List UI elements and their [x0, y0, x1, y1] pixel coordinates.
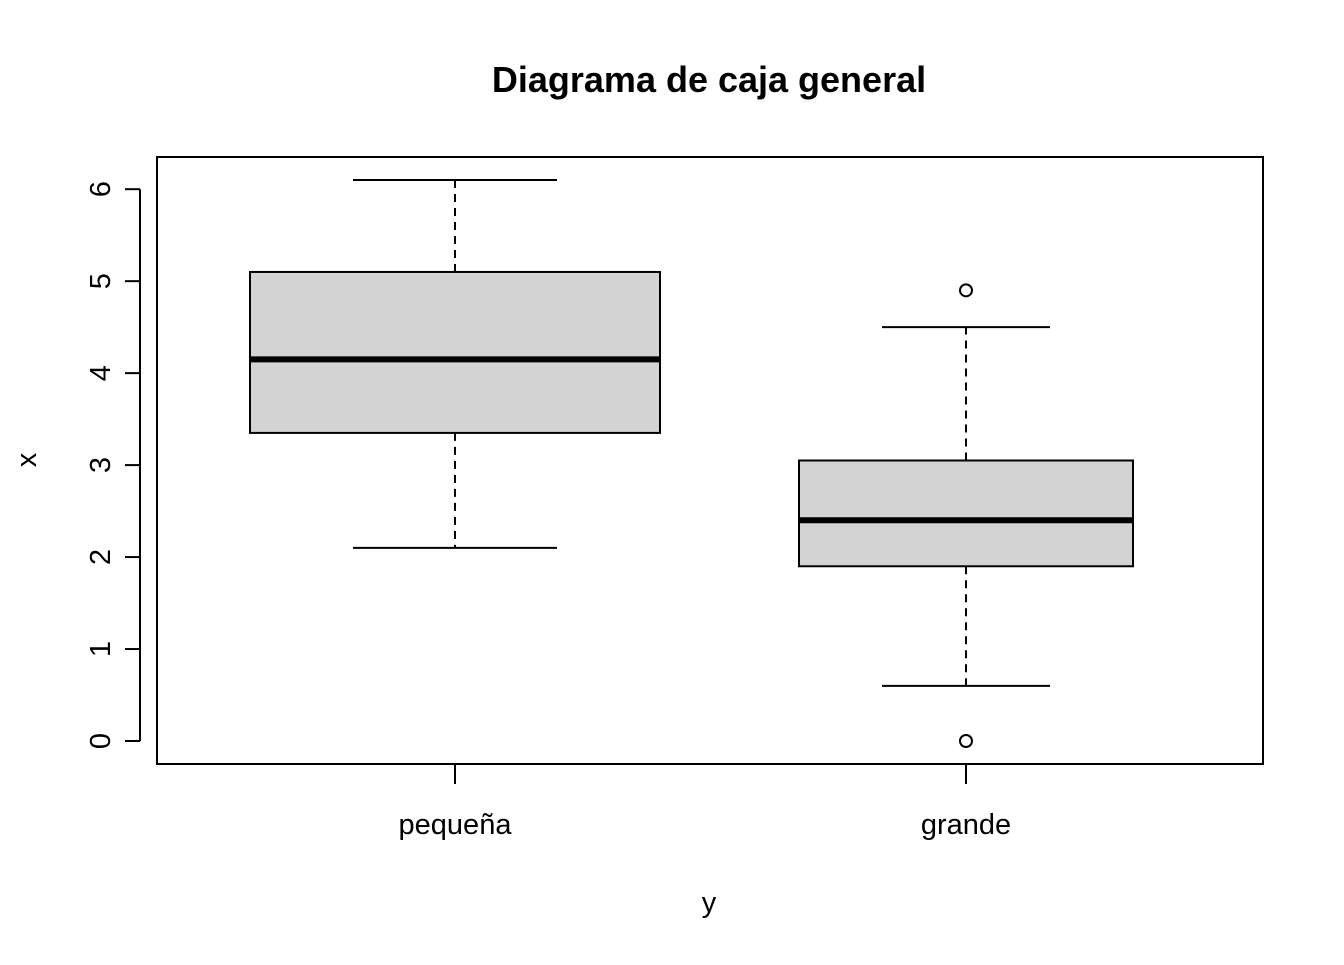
boxes [249, 178, 1134, 749]
y-tick-label: 4 [85, 365, 117, 381]
box-iqr [249, 270, 661, 434]
y-tick-label: 2 [85, 549, 117, 565]
y-tick-label: 6 [85, 181, 117, 197]
outlier-point [959, 734, 973, 749]
outlier-point [959, 283, 973, 298]
plot-frame [156, 156, 1264, 765]
box-pequena [249, 178, 661, 549]
y-tick-label: 5 [85, 273, 117, 289]
x-tick-label: pequeña [399, 809, 513, 841]
x-axis: pequeña grande [399, 764, 1011, 841]
y-tick-label: 3 [85, 457, 117, 473]
box-grande [798, 283, 1134, 749]
x-axis-label: y [702, 887, 717, 919]
y-tick-label: 1 [85, 641, 117, 657]
box-iqr [798, 459, 1134, 568]
chart-title: Diagrama de caja general [492, 59, 926, 100]
y-axis-label: x [11, 452, 43, 467]
x-tick-label: grande [921, 809, 1011, 841]
y-axis: 0 1 2 3 4 5 6 [85, 181, 141, 749]
y-tick-label: 0 [85, 733, 117, 749]
